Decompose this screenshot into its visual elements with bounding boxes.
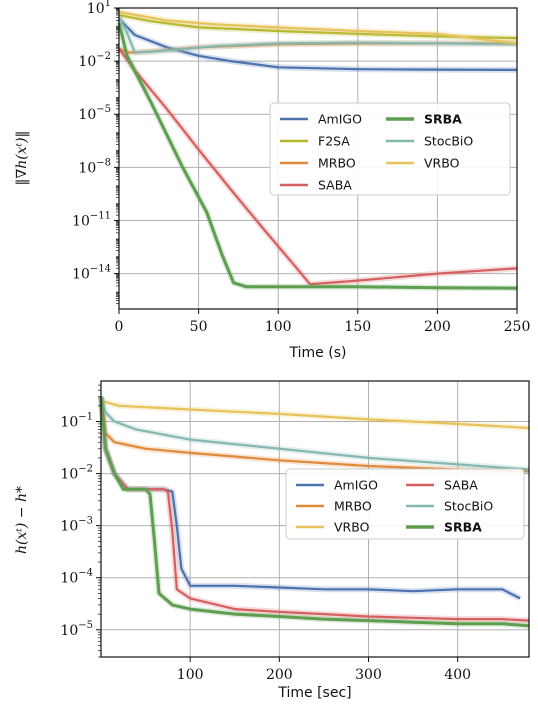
series-line-srba (117, 22, 518, 290)
chart-grad-norm: 0 50 100 150 200 250 101 10−2 10−5 10−8 10−11 10−14… (14, 0, 530, 361)
legend: AmIGO F2SA MRBO SABA SRBA StocBiO VRBO (269, 102, 511, 196)
legend-label-amigo: AmIGO (334, 478, 378, 493)
legend-label-mrbo: MRBO (318, 156, 356, 171)
x-tick-label: 50 (190, 319, 208, 335)
legend-label-stocbio: StocBiO (424, 134, 473, 149)
x-tick-label: 100 (265, 319, 292, 335)
x-tick-label: 200 (424, 319, 451, 335)
legend-label-amigo: AmIGO (318, 112, 362, 127)
y-tick-label: 10−2 (60, 464, 93, 483)
y-tick-label: 10−4 (60, 568, 93, 587)
series-lines (116, 8, 518, 292)
legend-label-f2sa: F2SA (318, 134, 350, 149)
series-line-vrbo (100, 399, 530, 430)
legend-label-saba: SABA (318, 178, 352, 193)
legend-label-srba: SRBA (444, 520, 482, 535)
legend-label-stocbio: StocBiO (444, 499, 493, 514)
series-line-stocbio (99, 396, 530, 471)
y-axis-label: h(xᵗ) − h* (14, 486, 30, 554)
series-line-amigo (118, 17, 518, 71)
chart-objective-gap: 100 200 300 400 10−1 10−2 10−3 10−4 10−5 Time [s… (14, 380, 530, 701)
axis-ticks: 100 200 300 400 10−1 10−2 10−3 10−4 10−5 (60, 384, 471, 683)
plot-frame (100, 380, 530, 658)
y-tick-label: 10−5 (78, 104, 111, 123)
x-axis-label: Time [sec] (277, 685, 351, 701)
x-tick-label: 250 (504, 319, 531, 335)
y-tick-label: 101 (87, 0, 111, 17)
legend-label-vrbo: VRBO (424, 156, 460, 171)
series-lines (98, 395, 530, 629)
plot-frame (118, 7, 518, 310)
x-tick-label: 100 (177, 667, 204, 683)
series-line-saba (99, 396, 530, 622)
y-tick-label: 10−1 (60, 412, 93, 431)
y-tick-label: 10−5 (60, 620, 93, 639)
legend-label-saba: SABA (444, 478, 478, 493)
x-tick-label: 0 (115, 319, 124, 335)
y-axis-label: ‖∇h(xᵗ)‖ (14, 130, 30, 185)
series-line-srba (99, 396, 530, 628)
y-tick-label: 10−2 (78, 51, 111, 70)
x-tick-label: 200 (266, 667, 293, 683)
x-tick-label: 150 (344, 319, 371, 335)
y-tick-label: 10−8 (78, 157, 111, 176)
legend: AmIGO MRBO VRBO SABA StocBiO SRBA (285, 468, 525, 540)
x-axis-label: Time (s) (289, 345, 347, 361)
series-line-saba (118, 48, 518, 286)
axis-ticks: 0 50 100 150 200 250 101 10−2 10−5 10−8 10−11 10−14 (72, 0, 530, 335)
x-tick-label: 300 (355, 667, 382, 683)
legend-label-vrbo: VRBO (334, 520, 370, 535)
series-line-vrbo (118, 10, 518, 45)
legend-label-srba: SRBA (424, 112, 462, 127)
series-line-stocbio (118, 16, 518, 54)
x-tick-label: 400 (444, 667, 471, 683)
series-line-mrbo (99, 396, 530, 473)
y-tick-label: 10−3 (60, 516, 93, 535)
y-tick-label: 10−11 (72, 210, 111, 229)
legend-box (269, 102, 511, 196)
y-tick-label: 10−14 (72, 264, 111, 283)
legend-label-mrbo: MRBO (334, 499, 372, 514)
series-line-f2sa (118, 13, 518, 40)
legend-box (285, 468, 525, 540)
